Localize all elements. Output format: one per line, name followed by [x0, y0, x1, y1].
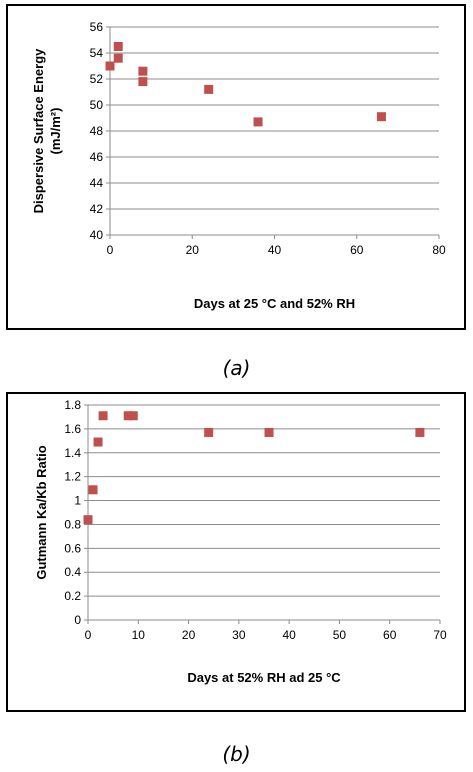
data-point: [123, 411, 133, 421]
y-tick-label: 0.2: [64, 589, 81, 603]
y-tick-label: 0.4: [64, 565, 81, 579]
y-tick-label: 1.4: [64, 446, 81, 460]
x-tick-label: 80: [432, 243, 446, 257]
y-tick-label: 1.8: [64, 398, 81, 412]
data-point: [105, 61, 115, 71]
x-tick-label: 40: [282, 628, 296, 642]
x-axis-title: Days at 52% RH ad 25 °C: [187, 670, 341, 685]
data-point: [83, 515, 93, 525]
y-tick-label: 1.2: [64, 470, 81, 484]
data-point: [93, 437, 103, 447]
data-point: [113, 42, 123, 51]
x-tick-label: 0: [85, 628, 92, 642]
y-tick-label: 0: [74, 613, 81, 627]
data-point: [253, 117, 263, 127]
x-tick-label: 0: [107, 243, 114, 257]
panel-label-a: (a): [222, 356, 251, 380]
chart-panel-b: 0 0.2 0.4 0.6 0.8 1 1.2 1.4 1.6 1.8 0 10 20 30 40 50 60 7…: [6, 392, 466, 712]
y-tick-label: 1.6: [64, 422, 81, 436]
data-point: [88, 485, 98, 495]
data-point: [113, 53, 123, 63]
x-tick-label: 60: [383, 628, 397, 642]
y-axis-title-units: (mJ/m²): [48, 108, 63, 155]
x-tick-label: 20: [186, 243, 200, 257]
x-tick-label: 40: [268, 243, 282, 257]
data-point: [264, 427, 274, 437]
data-point: [415, 427, 425, 437]
x-tick-label: 50: [333, 628, 347, 642]
x-axis-title: Days at 25 °C and 52% RH: [194, 296, 355, 311]
chart-a-svg: 40 42 44 46 48 50 52 54 56 0 20 40 60 80 Days at 25 °C…: [31, 20, 446, 311]
y-tick-label: 0.8: [64, 517, 81, 531]
data-point: [98, 411, 108, 421]
y-tick-label: 46: [90, 150, 104, 164]
data-point: [138, 66, 148, 76]
y-tick-label: 0.6: [64, 541, 81, 555]
y-tick-label: 56: [90, 20, 104, 34]
y-tick-label: 40: [90, 228, 104, 242]
x-tick-label: 20: [182, 628, 196, 642]
y-tick-label: 52: [90, 72, 104, 86]
data-point: [204, 427, 214, 437]
x-tick-label: 10: [132, 628, 146, 642]
y-tick-label: 48: [90, 124, 104, 138]
data-point: [204, 84, 214, 94]
chart-panel-a: 40 42 44 46 48 50 52 54 56 0 20 40 60 80 Days at 25 °C…: [6, 4, 466, 330]
y-axis-title: Dispersive Surface Energy: [31, 48, 46, 214]
y-tick-label: 54: [90, 46, 104, 60]
data-point: [376, 112, 386, 122]
panel-label-b: (b): [222, 742, 251, 766]
data-point: [138, 77, 148, 87]
y-tick-label: 44: [90, 176, 104, 190]
chart-b-svg: 0 0.2 0.4 0.6 0.8 1 1.2 1.4 1.6 1.8 0 10 20 30 40 50 60 7…: [34, 398, 447, 685]
data-point: [128, 411, 138, 421]
y-tick-label: 42: [90, 202, 104, 216]
x-tick-label: 30: [232, 628, 246, 642]
y-tick-label: 50: [90, 98, 104, 112]
y-tick-label: 1: [74, 494, 81, 508]
y-axis-title: Gutmann Ka/Kb Ratio: [34, 445, 49, 579]
x-tick-label: 60: [350, 243, 364, 257]
x-tick-label: 70: [433, 628, 447, 642]
